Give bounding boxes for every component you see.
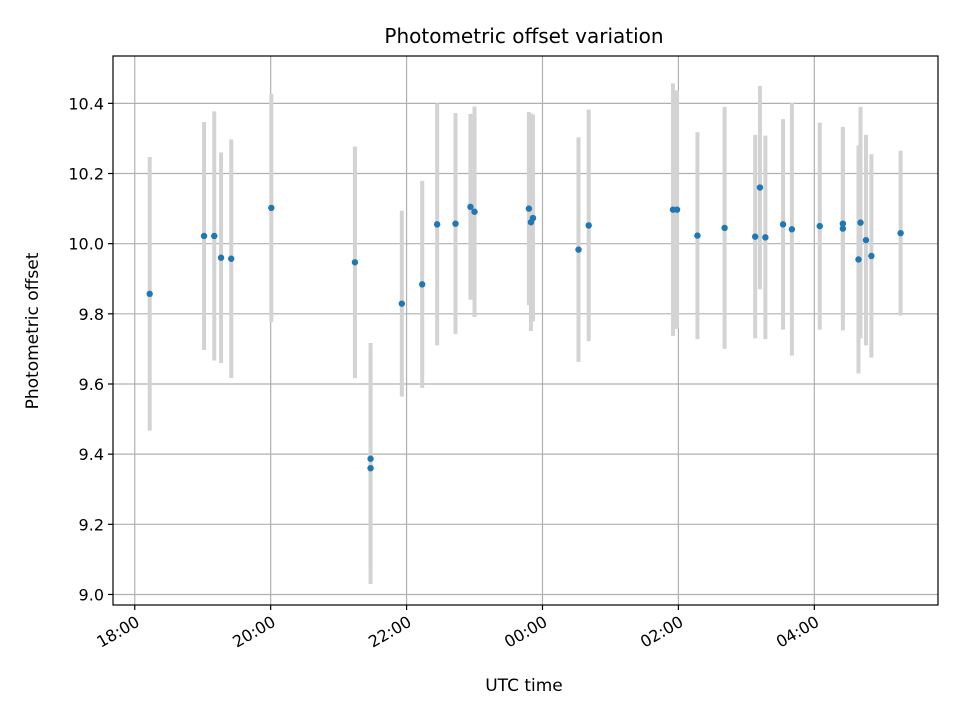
data-point bbox=[788, 226, 796, 233]
point-layer bbox=[146, 184, 904, 472]
data-point bbox=[694, 232, 701, 239]
data-point bbox=[857, 219, 864, 226]
data-point bbox=[367, 455, 374, 462]
data-point bbox=[217, 254, 225, 261]
data-point bbox=[525, 205, 533, 212]
data-point bbox=[673, 206, 681, 213]
y-tick-label: 10.0 bbox=[68, 235, 104, 254]
data-point bbox=[839, 220, 847, 227]
y-tick-label: 9.6 bbox=[79, 375, 104, 394]
data-point bbox=[862, 236, 870, 244]
chart-title: Photometric offset variation bbox=[384, 24, 663, 48]
data-point bbox=[855, 256, 862, 263]
data-point bbox=[452, 220, 459, 227]
data-point bbox=[839, 225, 847, 232]
x-axis-label: UTC time bbox=[485, 676, 563, 696]
data-point bbox=[419, 281, 426, 288]
data-point bbox=[897, 229, 904, 237]
data-point bbox=[467, 203, 474, 211]
data-point bbox=[756, 184, 764, 191]
data-point bbox=[575, 246, 582, 253]
data-point bbox=[529, 214, 537, 222]
y-axis-label: Photometric offset bbox=[23, 252, 43, 409]
data-point bbox=[585, 222, 592, 229]
data-point bbox=[200, 232, 208, 240]
data-point bbox=[146, 290, 153, 298]
data-point bbox=[751, 233, 759, 240]
plot-frame bbox=[112, 55, 939, 606]
y-tick-label: 10.4 bbox=[68, 94, 104, 113]
data-point bbox=[351, 259, 359, 266]
y-tick-label: 9.4 bbox=[79, 445, 104, 464]
grid-layer bbox=[113, 56, 938, 605]
data-point bbox=[816, 222, 823, 230]
data-point bbox=[228, 255, 235, 262]
y-tick-label: 9.0 bbox=[79, 585, 104, 604]
y-tick-label: 9.2 bbox=[79, 515, 104, 534]
data-point bbox=[471, 208, 478, 215]
data-point bbox=[762, 234, 769, 241]
y-tick-label: 9.8 bbox=[79, 305, 104, 324]
data-point bbox=[779, 221, 787, 228]
data-point bbox=[721, 224, 728, 232]
y-axis-ticks: 9.0 9.2 9.4 9.6 9.8 10.0 10.2 10.4 bbox=[68, 94, 113, 604]
data-point bbox=[868, 252, 875, 260]
y-tick-label: 10.2 bbox=[68, 165, 104, 184]
data-point bbox=[433, 221, 441, 228]
data-point bbox=[211, 232, 218, 240]
data-point bbox=[268, 204, 275, 212]
data-point bbox=[398, 300, 406, 307]
data-point bbox=[367, 464, 374, 472]
